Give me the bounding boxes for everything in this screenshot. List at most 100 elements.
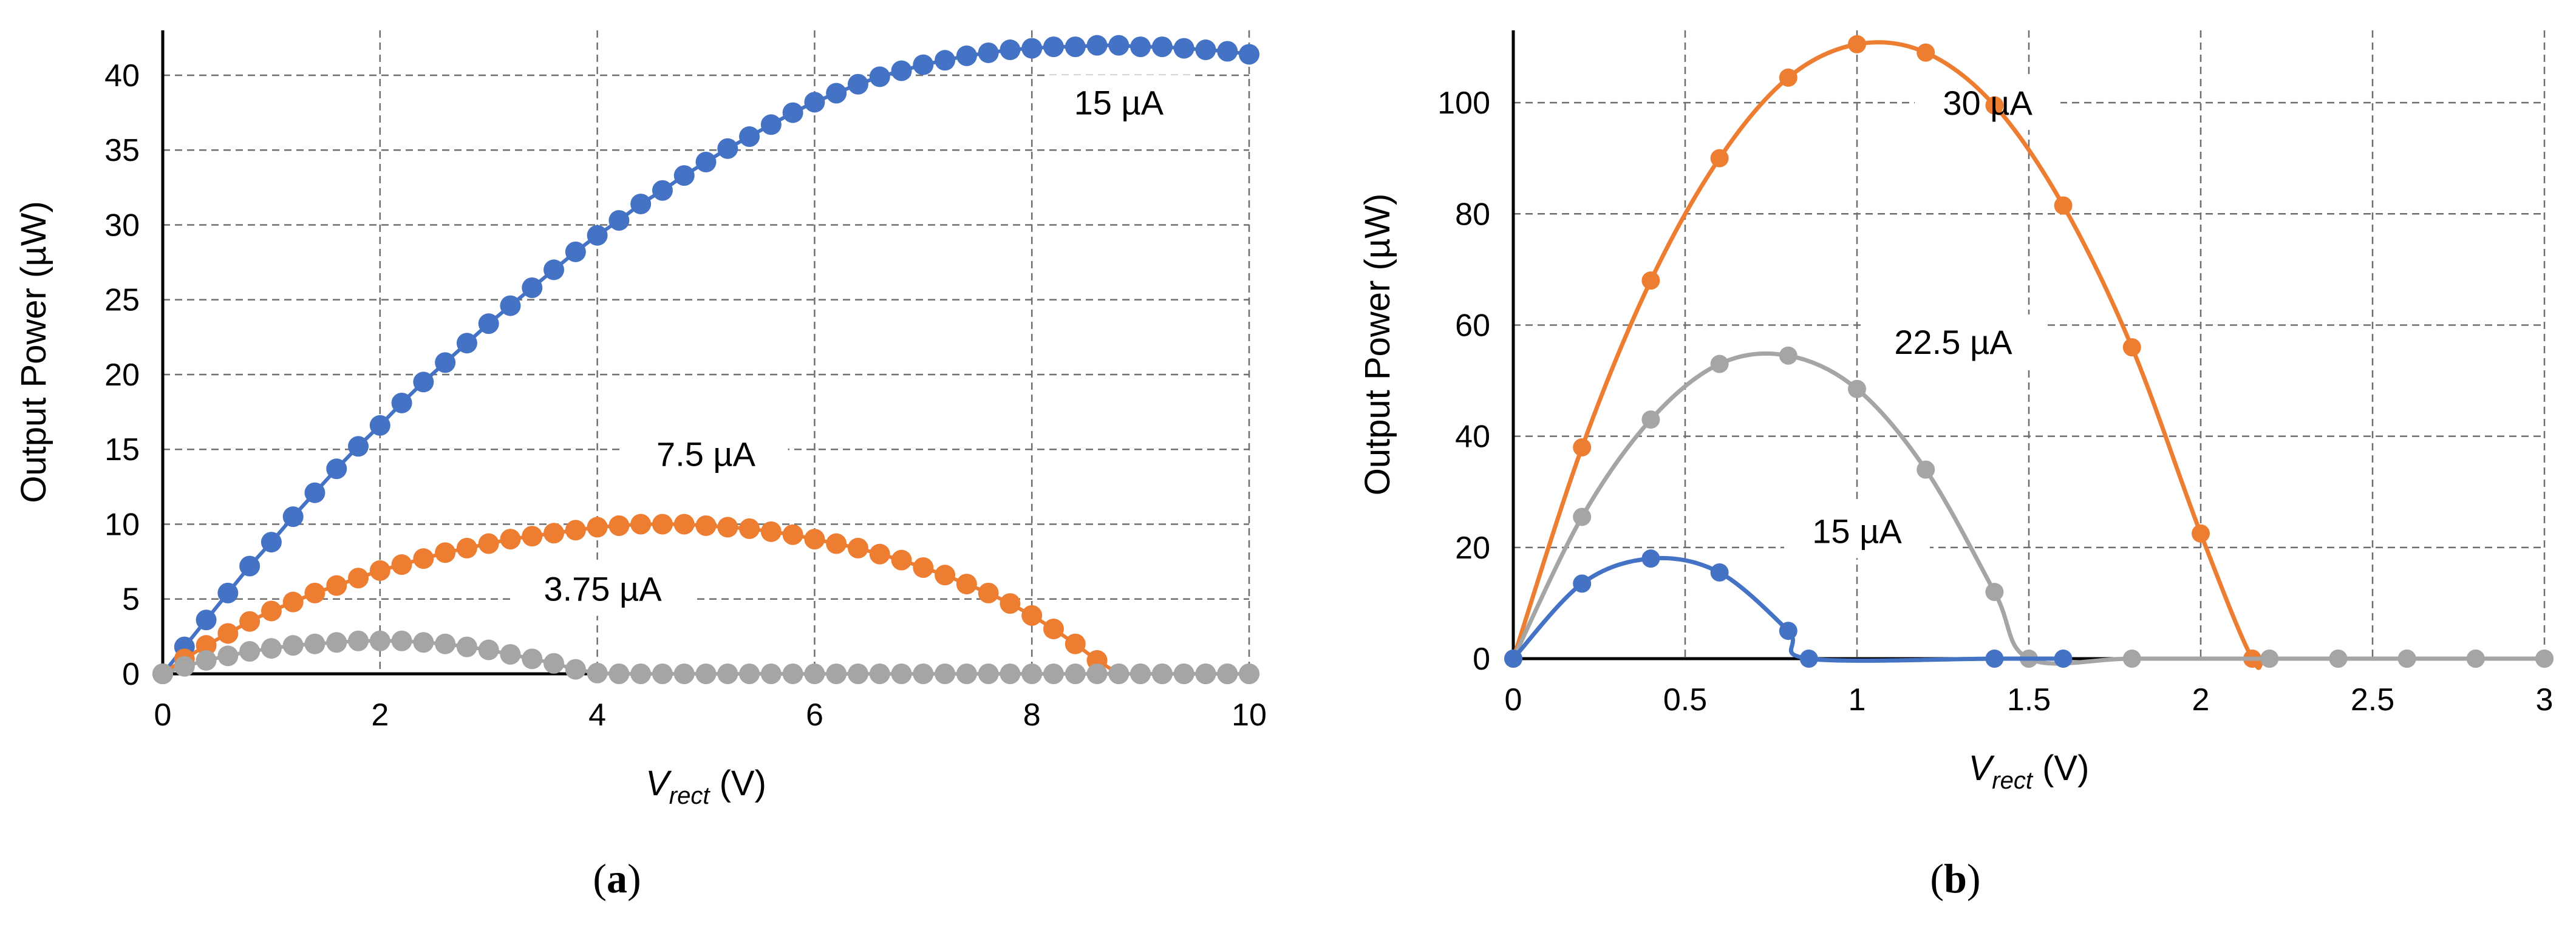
x-axis-title-unit: (V): [2033, 748, 2089, 788]
data-point: [522, 277, 543, 298]
data-point: [1985, 583, 2004, 602]
data-point: [1573, 507, 1592, 526]
x-tick-label: 2: [2192, 682, 2210, 718]
data-point: [2535, 650, 2554, 668]
data-point: [1917, 460, 1935, 479]
data-point: [2122, 650, 2141, 668]
data-point: [413, 632, 434, 653]
data-point: [1573, 438, 1592, 457]
data-point: [152, 664, 173, 684]
data-point: [543, 653, 565, 674]
y-tick-label: 5: [122, 582, 140, 617]
series-1: [152, 514, 1259, 684]
y-tick-label: 10: [104, 507, 140, 542]
data-point: [608, 664, 630, 684]
data-point: [869, 543, 890, 565]
data-point: [348, 568, 369, 589]
data-point: [478, 533, 499, 554]
data-point: [1710, 355, 1729, 373]
data-point: [478, 639, 499, 660]
data-point: [196, 635, 217, 656]
data-point: [435, 542, 456, 563]
data-point: [978, 664, 999, 684]
data-point: [1000, 593, 1021, 614]
data-point: [391, 630, 412, 651]
data-point: [2260, 650, 2279, 668]
data-point: [1917, 43, 1935, 62]
data-point: [413, 372, 434, 393]
y-tick-label: 60: [1455, 308, 1490, 343]
data-point: [1086, 35, 1108, 56]
x-axis-title-subscript: rect: [1992, 767, 2034, 794]
x-axis-title-unit: (V): [709, 764, 766, 803]
data-point: [717, 138, 738, 159]
data-point: [1641, 271, 1660, 290]
data-point: [739, 664, 760, 684]
x-axis-title-variable: V: [646, 764, 672, 803]
y-tick-label: 0: [122, 657, 140, 692]
data-point: [1504, 650, 1522, 668]
data-point: [565, 659, 586, 680]
data-point: [565, 241, 586, 262]
data-point: [891, 664, 912, 684]
data-point: [760, 664, 782, 684]
data-point: [804, 664, 825, 684]
panel-label-close: ): [627, 855, 641, 901]
data-point: [369, 415, 390, 436]
data-point: [804, 529, 825, 550]
data-point: [2466, 650, 2485, 668]
x-tick-label: 10: [1232, 698, 1267, 733]
data-point: [304, 482, 325, 503]
series-annotation: 15 µA: [1812, 512, 1902, 550]
data-point: [913, 54, 934, 75]
data-point: [500, 529, 521, 550]
data-point: [326, 632, 347, 653]
data-point: [239, 641, 261, 662]
data-point: [956, 45, 977, 66]
data-point: [1108, 35, 1130, 56]
data-point: [304, 633, 325, 654]
data-point: [326, 458, 347, 480]
data-point: [500, 295, 521, 316]
data-point: [587, 662, 608, 684]
data-point: [1710, 563, 1729, 582]
data-point: [217, 582, 239, 603]
y-tick-label: 80: [1455, 197, 1490, 232]
series-annotation: 3.75 µA: [543, 569, 662, 608]
chart-panel-a: 0 5 10 15 20 25 30 35 40 0 2 4 6 8 10 Output Power (µW)…: [14, 30, 1267, 901]
data-point: [760, 521, 782, 542]
data-point: [1195, 39, 1216, 61]
data-point: [1108, 664, 1130, 684]
data-point: [1086, 664, 1108, 684]
data-point: [543, 259, 565, 280]
data-point: [652, 180, 673, 201]
data-point: [1151, 664, 1173, 684]
data-point: [282, 591, 304, 613]
data-point: [847, 73, 868, 95]
data-point: [1217, 41, 1238, 62]
data-point: [261, 638, 282, 659]
y-tick-label: 100: [1437, 86, 1490, 121]
x-tick-label: 8: [1023, 698, 1041, 733]
annotation-background: [1046, 75, 1192, 130]
data-point: [891, 60, 912, 81]
x-axis-title-variable: V: [1969, 748, 1995, 788]
data-point: [717, 664, 738, 684]
x-tick-label: 0.5: [1663, 682, 1707, 718]
x-tick-label: 1: [1849, 682, 1866, 718]
data-point: [543, 523, 565, 544]
data-point: [456, 537, 477, 558]
y-tick-label: 25: [104, 283, 140, 318]
data-point: [196, 609, 217, 631]
data-point: [391, 554, 412, 575]
panel-label-open: (: [593, 855, 607, 901]
x-axis-title: Vrect (V): [1969, 748, 2090, 794]
data-point: [956, 664, 977, 684]
data-point: [587, 225, 608, 246]
data-point: [369, 630, 390, 651]
data-point: [435, 352, 456, 373]
y-axis-title: Output Power (µW): [14, 201, 53, 503]
panel-label-letter: a: [607, 855, 627, 901]
data-point: [630, 664, 652, 684]
data-point: [1043, 619, 1064, 640]
